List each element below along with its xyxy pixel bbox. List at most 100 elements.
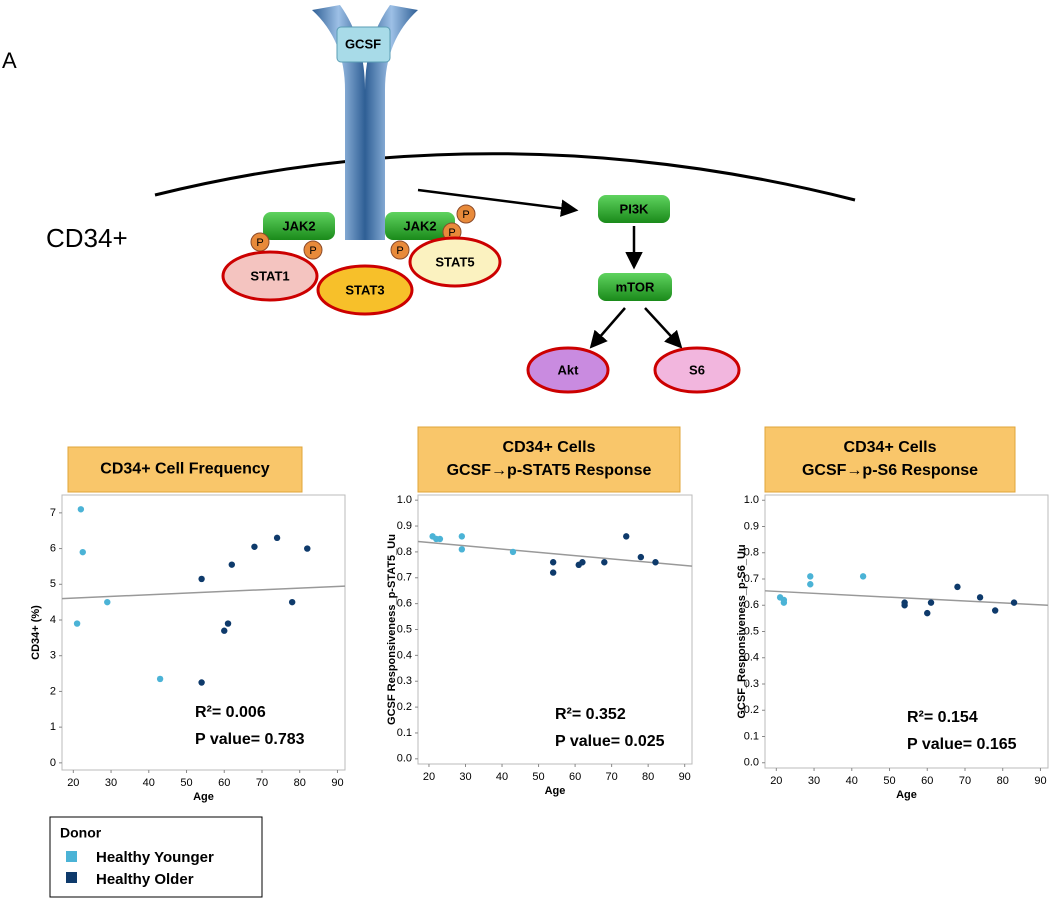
x-tick-label: 70: [606, 771, 618, 783]
data-point: [104, 598, 111, 606]
data-point: [780, 599, 788, 606]
data-point: [79, 548, 86, 556]
stat-label: STAT3: [345, 282, 384, 297]
data-point: [549, 559, 557, 566]
y-tick-label: 1.0: [744, 494, 759, 506]
data-point: [976, 594, 984, 601]
legend-swatch: [66, 851, 77, 862]
pathway-label: PI3K: [620, 201, 650, 216]
title-box: [764, 426, 1016, 493]
y-tick-label: 0.1: [744, 730, 759, 742]
y-tick-label: 3: [50, 650, 56, 662]
x-axis-label: Age: [193, 791, 214, 803]
y-tick-label: 0.6: [397, 598, 412, 610]
y-axis-label: CD34+ (%): [30, 605, 42, 660]
receptor-right: [365, 5, 418, 240]
cell-label: CD34+: [46, 223, 128, 253]
x-tick-label: 90: [331, 777, 343, 789]
p-site: [303, 240, 323, 260]
y-tick-label: 7: [50, 507, 56, 519]
data-point: [954, 583, 961, 591]
chart-title: CD34+ Cell Frequency: [100, 461, 270, 478]
data-point: [156, 675, 164, 683]
x-tick-label: 50: [532, 771, 544, 783]
x-tick-label: 70: [256, 777, 268, 789]
x-tick-label: 60: [921, 775, 933, 787]
stat-annotation: P value= 0.783: [195, 731, 305, 748]
stat-node: [221, 250, 319, 302]
jak-label: JAK2: [282, 218, 315, 233]
x-tick-label: 90: [679, 771, 691, 783]
trend-line: [417, 540, 693, 567]
data-point: [221, 627, 228, 634]
jak-label: JAK2: [403, 218, 436, 233]
p-label: P: [256, 237, 263, 249]
data-point: [652, 559, 659, 566]
gcsf-box: [336, 26, 391, 63]
y-tick-label: 1.0: [397, 494, 412, 506]
stat-annotation: P value= 0.025: [555, 733, 665, 750]
y-tick-label: 0.7: [744, 573, 759, 585]
x-tick-label: 20: [67, 777, 79, 789]
data-point: [73, 620, 81, 627]
x-tick-label: 30: [808, 775, 820, 787]
p-label: P: [462, 209, 469, 221]
p-label: P: [309, 245, 316, 257]
y-tick-label: 2: [50, 685, 56, 697]
x-tick-label: 70: [959, 775, 971, 787]
target-label: Akt: [558, 362, 580, 377]
data-point: [1010, 599, 1018, 606]
p-site: [456, 204, 476, 224]
data-point: [273, 534, 281, 542]
membrane: [154, 152, 856, 202]
data-point: [927, 599, 935, 606]
data-point: [807, 573, 814, 580]
pathway-label: mTOR: [616, 279, 655, 294]
arrow: [589, 307, 626, 349]
stat-annotation: R²= 0.006: [195, 704, 266, 721]
y-tick-label: 6: [50, 542, 56, 554]
data-point: [458, 533, 466, 540]
x-tick-label: 80: [997, 775, 1009, 787]
trend-line: [61, 585, 346, 600]
data-point: [901, 602, 908, 609]
data-point: [623, 533, 630, 540]
p-site: [390, 240, 410, 260]
y-tick-label: 0.1: [397, 727, 412, 739]
target-node: [526, 346, 610, 394]
y-tick-label: 0.3: [744, 678, 759, 690]
target-node: [653, 346, 741, 394]
x-tick-label: 40: [496, 771, 508, 783]
x-tick-label: 30: [105, 777, 117, 789]
legend-entry: Healthy Older: [96, 871, 194, 888]
pathway-box: [598, 273, 672, 301]
y-tick-label: 0.2: [744, 704, 759, 716]
y-tick-label: 0.3: [397, 675, 412, 687]
y-tick-label: 0.5: [744, 625, 759, 637]
data-point: [304, 545, 311, 552]
p-label: P: [448, 227, 455, 239]
data-point: [549, 569, 557, 576]
x-tick-label: 90: [1034, 775, 1046, 787]
plot-area: [61, 494, 346, 771]
y-tick-label: 0.0: [744, 757, 759, 769]
y-tick-label: 4: [50, 614, 56, 626]
data-point: [579, 559, 586, 566]
data-point: [458, 546, 466, 553]
stat-label: STAT1: [250, 268, 289, 283]
data-point: [509, 548, 517, 556]
y-axis-label: GCSF Responsiveness_p-STAT5_Uu: [386, 534, 398, 725]
data-point: [601, 559, 608, 566]
data-point: [807, 581, 814, 588]
data-point: [198, 575, 205, 583]
y-tick-label: 0.4: [397, 649, 412, 661]
x-tick-label: 80: [294, 777, 306, 789]
x-axis-label: Age: [896, 789, 917, 801]
arrow: [417, 188, 579, 217]
legend-box: [49, 816, 263, 898]
p-label: P: [396, 245, 403, 257]
data-point: [77, 506, 85, 513]
y-tick-label: 0: [50, 757, 56, 769]
data-point: [924, 609, 931, 617]
legend-entry: Healthy Younger: [96, 849, 214, 866]
